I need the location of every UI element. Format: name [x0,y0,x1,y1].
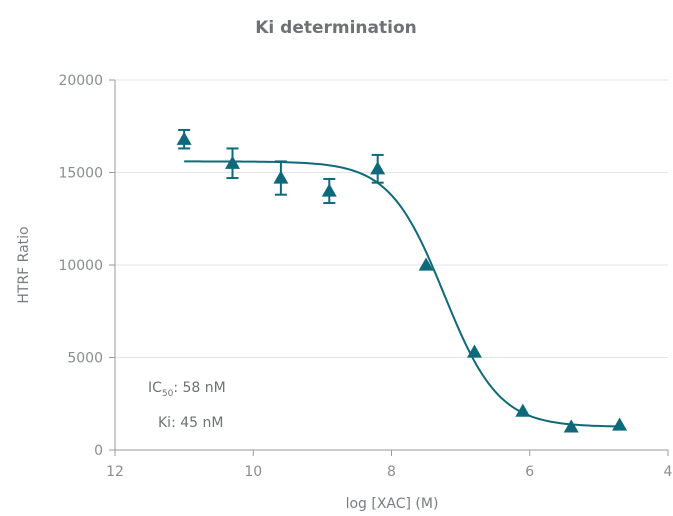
axes [109,79,669,456]
data-point [273,170,289,184]
data-point [466,344,482,358]
fit-curve-line [184,160,620,428]
ic50-prefix: IC [148,380,162,396]
data-point [418,257,434,271]
ki-annotation: Ki: 45 nM [158,415,223,431]
ic50-annotation: IC50: 58 nM [148,380,226,399]
x-tick-label: 8 [387,464,396,480]
y-tick-label: 20000 [58,73,103,89]
grid-lines [115,79,668,358]
x-tick-label: 12 [106,464,124,480]
data-point [563,419,579,433]
chart-title: Ki determination [255,18,417,38]
y-tick-label: 10000 [58,258,103,274]
data-point [225,155,241,169]
y-tick-label: 15000 [58,166,103,182]
x-axis-label: log [XAC] (M) [346,496,439,512]
data-points [176,128,628,433]
ic50-subscript: 50 [162,389,174,399]
ic50-value: : 58 nM [173,380,225,396]
y-tick-labels: 0 5000 10000 15000 20000 [58,73,103,459]
data-point [515,403,531,417]
x-tick-label: 6 [525,464,534,480]
x-tick-labels: 12 10 8 6 4 [106,464,672,480]
data-point [370,161,386,175]
y-axis-label: HTRF Ratio [16,226,32,303]
y-tick-label: 5000 [67,351,103,367]
x-tick-label: 4 [664,464,673,480]
x-tick-label: 10 [244,464,262,480]
fit-curve [184,160,620,428]
data-point [321,183,337,197]
y-tick-label: 0 [94,443,103,459]
data-point [176,131,192,145]
data-point [612,417,628,431]
